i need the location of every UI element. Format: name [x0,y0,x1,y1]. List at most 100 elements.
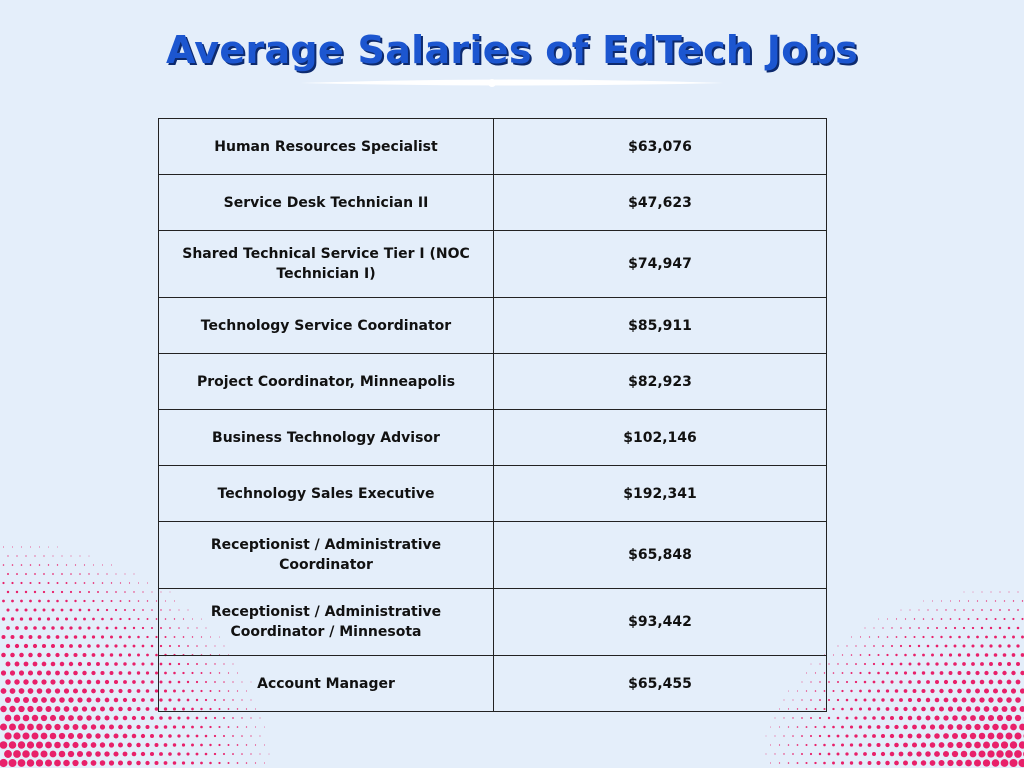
dot [868,636,871,638]
dot [1008,591,1010,593]
dot [122,733,128,739]
dot [965,759,972,767]
dot [27,723,34,731]
dot [21,546,22,548]
dot [65,564,68,566]
dot [868,671,871,675]
dot [774,753,776,755]
dot [52,555,54,557]
dot [236,726,239,728]
dot [23,679,29,685]
dot [913,618,916,620]
dot [881,716,885,720]
dot [859,636,862,638]
dot [1006,697,1012,703]
dot [996,732,1004,740]
dot [885,742,890,748]
dot [917,644,921,648]
dot [971,626,975,630]
dot [64,652,69,658]
dot [14,643,20,649]
dot [105,626,109,630]
dot [1009,741,1018,749]
dot [200,743,203,747]
dot [961,697,967,703]
dot [890,680,894,684]
dot [57,546,58,548]
dot [10,617,15,621]
dot [903,724,908,730]
dot [1010,723,1017,731]
dot [115,591,117,593]
dot [118,671,123,675]
dot [836,698,840,702]
dot [38,581,41,585]
dot [254,744,257,746]
dot [82,688,87,694]
dot [154,743,159,747]
dot [787,744,790,746]
dot [72,759,79,767]
dot [45,723,52,731]
dot [41,643,47,649]
dot [936,627,938,629]
dot [123,680,127,684]
dot [873,627,875,629]
dot [101,582,104,584]
dot [86,697,92,703]
dot [872,716,876,720]
dot [59,661,65,667]
dot [31,732,39,740]
dot [900,627,902,629]
dot [832,743,835,747]
dot [1008,609,1010,611]
dot [46,652,51,658]
dot [988,679,994,685]
dot [1,652,6,658]
dot [998,662,1002,666]
dot [836,716,840,720]
dot [943,715,949,721]
dot [79,573,81,575]
dot [987,714,995,722]
dot [223,717,225,719]
dot [81,759,88,767]
dot [1020,653,1024,657]
dot [943,679,949,685]
row: Technology Service Coordinator $85,911 [158,297,827,354]
dot [916,697,922,703]
dot [965,741,972,749]
dot [114,608,118,612]
dot [1017,609,1019,611]
salary: $85,911 [493,297,827,354]
dot [195,734,199,738]
dot [967,600,970,602]
dot [846,663,848,665]
dot [82,670,87,676]
dot [77,715,83,721]
dot [122,751,128,757]
dot [975,653,980,657]
dot [34,573,36,575]
dot [6,590,10,594]
dot [204,752,208,756]
dot [51,608,55,612]
dot [137,582,140,584]
dot [809,734,813,738]
dot [832,690,835,692]
dot [127,653,132,657]
dot [809,752,813,756]
dot [814,743,817,747]
dot [141,644,145,648]
dot [916,751,922,757]
dot [104,751,110,757]
dot [960,732,968,740]
dot [837,645,839,647]
dot [778,762,781,764]
dot [846,645,848,647]
dot [136,724,141,730]
dot [956,724,963,730]
dot [209,761,212,765]
dot [24,626,28,630]
dot [894,707,899,711]
